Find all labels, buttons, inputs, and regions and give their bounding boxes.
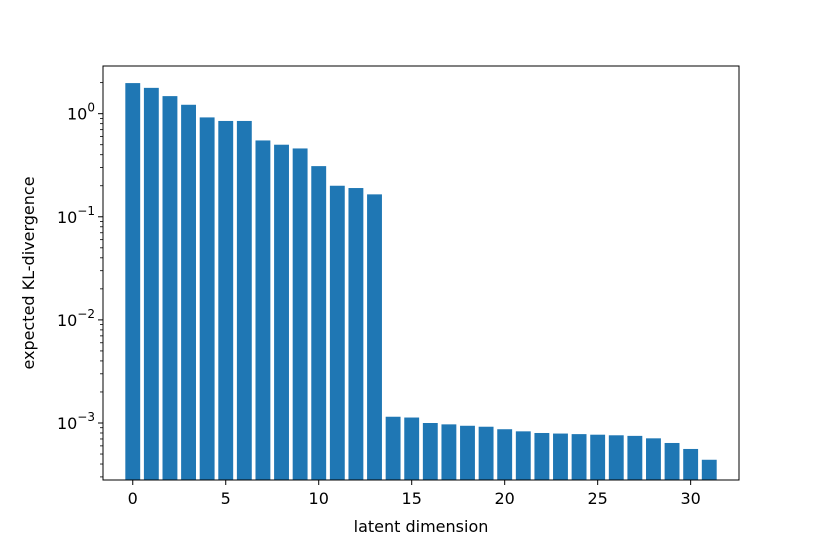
bar (274, 144, 289, 480)
bars-group (125, 83, 717, 481)
x-tick-label: 15 (402, 489, 422, 508)
bar (664, 442, 680, 480)
bar (515, 431, 531, 480)
bar (181, 104, 196, 481)
bar (590, 434, 606, 480)
bar (385, 416, 401, 480)
x-tick-label: 5 (221, 489, 231, 508)
x-tick-label: 10 (309, 489, 329, 508)
bar (422, 423, 438, 480)
bar (329, 185, 345, 480)
bar (534, 432, 550, 480)
bar (255, 140, 271, 480)
bar (497, 429, 513, 480)
bar (646, 438, 661, 480)
y-axis-label: expected KL-divergence (19, 176, 38, 369)
x-tick-label: 30 (680, 489, 700, 508)
bar (627, 435, 643, 480)
x-tick-label: 25 (587, 489, 607, 508)
bar (571, 434, 587, 480)
y-tick-label: 10−1 (57, 204, 95, 227)
bar (218, 120, 234, 480)
y-tick-label: 10−2 (57, 307, 95, 330)
plot-frame (102, 65, 740, 481)
x-tick-label: 0 (128, 489, 138, 508)
bar (311, 166, 327, 480)
bar (367, 194, 382, 481)
bar (404, 417, 420, 480)
y-tick-label: 10−3 (57, 410, 95, 433)
x-axis-ticks: 0 5 10 15 20 25 30 (128, 480, 701, 508)
bar (553, 433, 568, 480)
bar (236, 120, 252, 480)
y-axis-ticks: 10−3 10−2 10−1 100 (57, 82, 103, 478)
y-tick-label: 100 (67, 101, 95, 124)
bar (441, 424, 457, 480)
bar (162, 96, 178, 481)
bar (292, 148, 308, 480)
x-tick-label: 20 (495, 489, 515, 508)
bar (348, 188, 364, 481)
bar (125, 83, 141, 480)
bar (478, 426, 494, 480)
bar (683, 448, 699, 480)
x-axis-label: latent dimension (354, 517, 489, 536)
bar (608, 435, 624, 480)
bar (143, 87, 159, 481)
bar (701, 459, 717, 480)
bar (199, 117, 215, 480)
bar (460, 425, 475, 480)
